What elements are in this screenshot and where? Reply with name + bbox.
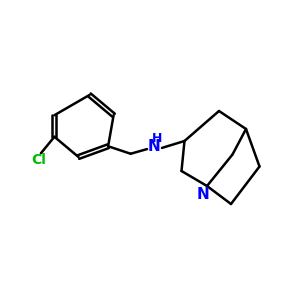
Text: N: N	[197, 187, 210, 202]
Text: H: H	[152, 132, 162, 146]
Text: N: N	[148, 140, 161, 154]
Text: Cl: Cl	[31, 153, 46, 167]
